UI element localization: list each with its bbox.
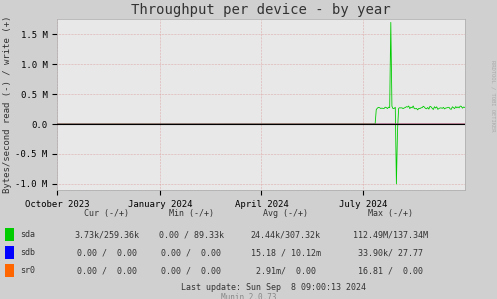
Text: 0.00 /  0.00: 0.00 / 0.00 [162, 248, 221, 257]
Text: 0.00 /  0.00: 0.00 / 0.00 [77, 266, 137, 275]
Title: Throughput per device - by year: Throughput per device - by year [131, 3, 391, 17]
Text: Last update: Sun Sep  8 09:00:13 2024: Last update: Sun Sep 8 09:00:13 2024 [181, 283, 366, 292]
Text: 24.44k/307.32k: 24.44k/307.32k [251, 230, 321, 239]
Text: 0.00 /  0.00: 0.00 / 0.00 [162, 266, 221, 275]
Y-axis label: Bytes/second read (-) / write (+): Bytes/second read (-) / write (+) [3, 16, 12, 193]
Text: sda: sda [20, 230, 35, 239]
Text: 0.00 /  0.00: 0.00 / 0.00 [77, 248, 137, 257]
Text: Munin 2.0.73: Munin 2.0.73 [221, 293, 276, 299]
Text: Max (-/+): Max (-/+) [368, 209, 413, 218]
Text: 15.18 / 10.12m: 15.18 / 10.12m [251, 248, 321, 257]
Text: RRDTOOL / TOBI OETIKER: RRDTOOL / TOBI OETIKER [490, 60, 495, 132]
Text: Avg (-/+): Avg (-/+) [263, 209, 308, 218]
Text: sdb: sdb [20, 248, 35, 257]
Text: 33.90k/ 27.77: 33.90k/ 27.77 [358, 248, 422, 257]
Text: Min (-/+): Min (-/+) [169, 209, 214, 218]
Text: 0.00 / 89.33k: 0.00 / 89.33k [159, 230, 224, 239]
Text: 3.73k/259.36k: 3.73k/259.36k [75, 230, 139, 239]
Text: Cur (-/+): Cur (-/+) [84, 209, 129, 218]
Text: sr0: sr0 [20, 266, 35, 275]
Text: 16.81 /  0.00: 16.81 / 0.00 [358, 266, 422, 275]
Text: 2.91m/  0.00: 2.91m/ 0.00 [256, 266, 316, 275]
Text: 112.49M/137.34M: 112.49M/137.34M [353, 230, 427, 239]
